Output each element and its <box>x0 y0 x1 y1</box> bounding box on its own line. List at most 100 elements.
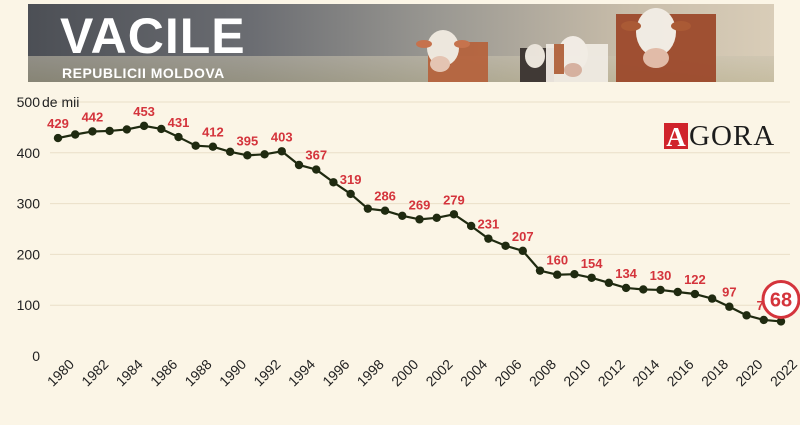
x-tick-label: 1994 <box>285 356 318 389</box>
data-point <box>88 127 97 136</box>
y-tick-label: 100 <box>17 297 41 313</box>
data-label: 395 <box>237 133 259 148</box>
data-point <box>415 215 424 224</box>
highlight-badge <box>761 279 800 319</box>
data-point <box>260 150 269 159</box>
data-point <box>71 130 80 139</box>
data-label: 279 <box>443 192 465 207</box>
data-label: 286 <box>374 189 396 204</box>
data-point <box>208 142 218 151</box>
x-tick-label: 2016 <box>663 356 696 389</box>
x-tick-label: 2010 <box>560 356 593 389</box>
data-point <box>380 206 390 215</box>
y-tick-label: 500 <box>17 94 41 110</box>
data-label: 130 <box>650 268 672 283</box>
data-label: 429 <box>47 116 69 131</box>
data-label: 160 <box>546 253 568 268</box>
data-point <box>466 221 476 231</box>
data-point <box>570 270 579 279</box>
data-point <box>484 234 493 243</box>
data-point <box>363 204 373 213</box>
data-label: 367 <box>305 148 327 163</box>
header-banner: VACILE REPUBLICII MOLDOVA <box>28 4 774 82</box>
y-tick-label: 200 <box>17 246 41 262</box>
data-label: 453 <box>133 104 155 119</box>
data-point <box>329 178 338 187</box>
data-label: 207 <box>512 229 534 244</box>
y-tick-label: 300 <box>17 196 41 212</box>
series-line <box>57 124 782 323</box>
data-point <box>535 266 545 275</box>
data-point <box>553 270 562 279</box>
x-tick-label: 2020 <box>732 356 765 389</box>
data-point <box>639 285 648 294</box>
x-tick-label: 2014 <box>629 356 662 389</box>
logo-mark: A <box>664 123 688 151</box>
data-point <box>776 317 786 326</box>
data-point <box>656 285 665 295</box>
y-tick-label: 0 <box>32 348 40 364</box>
x-tick-label: 2002 <box>422 356 455 389</box>
data-point <box>501 241 510 250</box>
cow-1 <box>416 30 488 82</box>
x-tick-label: 2000 <box>388 356 421 389</box>
data-point <box>604 278 614 288</box>
data-point <box>277 147 286 156</box>
data-label: 412 <box>202 125 224 140</box>
data-point <box>53 133 63 143</box>
x-tick-label: 2006 <box>491 356 524 389</box>
page-subtitle: REPUBLICII MOLDOVA <box>62 65 225 81</box>
data-point <box>742 311 751 320</box>
data-point <box>225 147 235 156</box>
agora-logo: A GORA <box>664 120 775 152</box>
x-tick-label: 1990 <box>216 356 249 389</box>
x-tick-label: 2012 <box>595 356 628 389</box>
x-tick-label: 1998 <box>354 356 387 389</box>
data-point <box>449 210 459 219</box>
data-label: 97 <box>722 285 736 300</box>
data-point <box>587 273 596 282</box>
data-label: 134 <box>615 266 637 281</box>
data-label: 269 <box>409 197 431 212</box>
y-tick-label: 400 <box>17 145 41 161</box>
data-point <box>759 315 768 325</box>
data-point <box>157 124 166 134</box>
data-point <box>312 165 321 174</box>
data-point <box>346 189 355 199</box>
x-tick-label: 1980 <box>44 356 77 389</box>
cow-3 <box>546 36 608 82</box>
x-tick-label: 2008 <box>526 356 559 389</box>
x-tick-label: 1988 <box>181 356 214 389</box>
data-label: 154 <box>581 256 603 271</box>
data-point <box>191 141 200 150</box>
cow-4 <box>616 8 716 82</box>
highlight-value-label: 68 <box>770 289 792 311</box>
data-point <box>174 132 183 142</box>
x-tick-label: 1982 <box>78 356 111 389</box>
x-tick-label: 1992 <box>250 356 283 389</box>
data-label: 442 <box>82 109 104 124</box>
data-point <box>690 289 700 299</box>
data-point <box>122 125 132 134</box>
data-point <box>294 160 304 170</box>
x-tick-label: 1996 <box>319 356 352 389</box>
x-tick-label: 2004 <box>457 356 490 389</box>
data-point <box>243 151 252 160</box>
data-point <box>105 126 114 136</box>
x-tick-label: 1986 <box>147 356 180 389</box>
data-point <box>432 213 441 223</box>
x-tick-label: 1984 <box>113 356 146 389</box>
data-label: 319 <box>340 172 362 187</box>
y-axis-unit-label: de mii <box>42 94 79 110</box>
x-tick-label: 2018 <box>698 356 731 389</box>
x-tick-label: 2022 <box>767 356 800 389</box>
data-point <box>725 302 734 311</box>
data-point <box>398 211 407 220</box>
data-label: 403 <box>271 129 293 144</box>
data-point <box>707 294 717 303</box>
page-title: VACILE <box>60 8 246 64</box>
cows-photo <box>416 8 716 82</box>
data-label: 122 <box>684 272 706 287</box>
data-label: 431 <box>168 115 190 130</box>
